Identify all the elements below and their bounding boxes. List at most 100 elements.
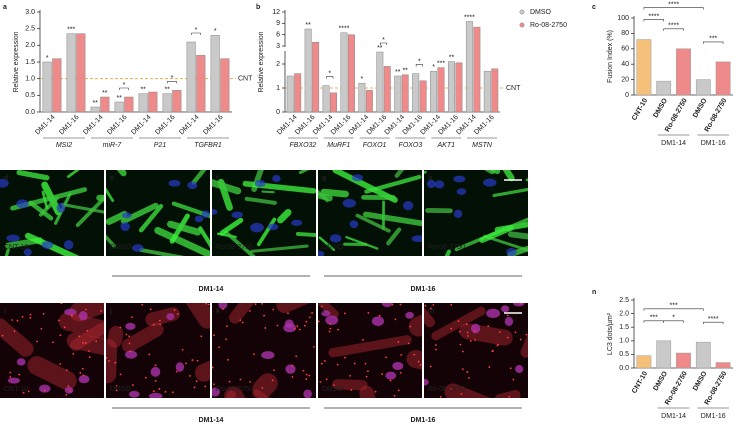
- nucleus: [427, 179, 436, 189]
- lc3-dot: [364, 362, 367, 365]
- fiber: [0, 318, 34, 357]
- image-content: [212, 170, 316, 256]
- y-tick-label: 2: [276, 61, 280, 68]
- lc3-dot: [22, 391, 25, 394]
- group-label: DM1-16: [701, 140, 726, 147]
- lc3-dot: [509, 367, 512, 370]
- group-label: DM1-16: [701, 413, 726, 420]
- lc3-dot: [218, 346, 221, 349]
- micrograph: [212, 170, 316, 256]
- lc3-dot: [86, 329, 89, 332]
- y-tick-label: 0.0: [619, 365, 629, 372]
- bar: [90, 106, 100, 113]
- significance: *: [361, 76, 364, 83]
- lc3-dot: [207, 303, 210, 306]
- nucleus: [424, 378, 429, 386]
- nucleus: [453, 175, 466, 183]
- lc3-dot: [311, 312, 313, 314]
- lc3-dot: [397, 389, 400, 392]
- lc3-dot: [303, 324, 306, 327]
- fiber: [525, 178, 528, 182]
- bar: [656, 80, 672, 96]
- micrograph: [318, 303, 422, 398]
- bracket: [380, 42, 388, 45]
- lc3-dot: [264, 327, 267, 329]
- bar: [162, 93, 172, 113]
- bar: [473, 26, 481, 113]
- fiber: [185, 303, 210, 329]
- fiber: [16, 170, 50, 181]
- nucleus: [131, 244, 144, 252]
- nucleus: [321, 310, 331, 317]
- lc3-dot: [152, 390, 155, 393]
- nucleus: [250, 222, 264, 233]
- image-label: Ro-08-2750: [428, 386, 465, 393]
- lc3-dot: [378, 314, 381, 317]
- nucleus: [194, 215, 204, 223]
- y-tick-label: 0: [625, 92, 629, 99]
- lc3-dot: [295, 355, 298, 358]
- nucleus: [6, 234, 20, 242]
- lc3-dot: [450, 388, 452, 391]
- fiber: [75, 195, 104, 227]
- bracket: [191, 32, 201, 35]
- lc3-dot: [154, 364, 157, 367]
- bar: [437, 67, 445, 113]
- nucleus: [78, 375, 90, 384]
- fiber: [138, 204, 164, 233]
- nucleus: [381, 303, 393, 308]
- bracket-label: *: [195, 27, 198, 34]
- y-axis-label: LC3 dots/µm²: [607, 312, 614, 355]
- lc3-dot: [394, 318, 397, 321]
- bracket: [326, 76, 334, 79]
- nucleus: [486, 308, 500, 319]
- fiber: [171, 201, 210, 219]
- lc3-dot: [320, 362, 323, 365]
- significance: **: [140, 87, 146, 94]
- lc3-dot: [399, 371, 402, 374]
- bracket-label: ***: [650, 315, 658, 322]
- y-tick-label: 2.5: [25, 26, 35, 33]
- significance: **: [164, 87, 170, 94]
- fiber: [318, 192, 333, 202]
- lc3-dot: [88, 350, 90, 352]
- group-label: FBXO32: [289, 142, 316, 149]
- image-content: [106, 303, 210, 398]
- lc3-dot: [128, 335, 131, 338]
- fiber: [106, 211, 128, 225]
- fiber: [252, 389, 271, 398]
- nucleus: [187, 181, 198, 190]
- nucleus: [231, 211, 243, 219]
- panel-letter: n: [592, 289, 596, 296]
- bracket: [643, 7, 704, 10]
- bar: [196, 55, 206, 113]
- nucleus: [64, 308, 77, 316]
- bracket-label: ***: [709, 36, 717, 43]
- lc3-dot: [149, 308, 152, 311]
- nucleus: [64, 386, 74, 394]
- panel-letter: a: [3, 4, 7, 11]
- lc3-dot: [204, 385, 207, 388]
- lc3-dot: [159, 323, 162, 326]
- bracket-label: ***: [670, 303, 678, 310]
- lc3-dot: [200, 335, 203, 338]
- lc3-dot: [508, 395, 511, 398]
- nucleus: [7, 377, 20, 384]
- nucleus: [201, 210, 210, 219]
- fiber: [298, 170, 309, 175]
- lc3-dot: [497, 343, 500, 346]
- lc3-dot: [239, 319, 242, 322]
- y-tick-label: 1.0: [619, 338, 629, 345]
- fiber: [120, 202, 159, 224]
- panel-letter: m: [428, 308, 434, 315]
- nucleus: [168, 179, 181, 187]
- lc3-dot: [115, 389, 118, 392]
- nucleus: [125, 322, 136, 330]
- panel-letter: d: [4, 175, 8, 182]
- bracket: [663, 320, 684, 323]
- nucleus: [329, 234, 342, 243]
- lc3-dot: [424, 304, 427, 307]
- lc3-dot: [158, 319, 161, 322]
- fiber: [507, 245, 528, 256]
- fiber: [318, 303, 339, 319]
